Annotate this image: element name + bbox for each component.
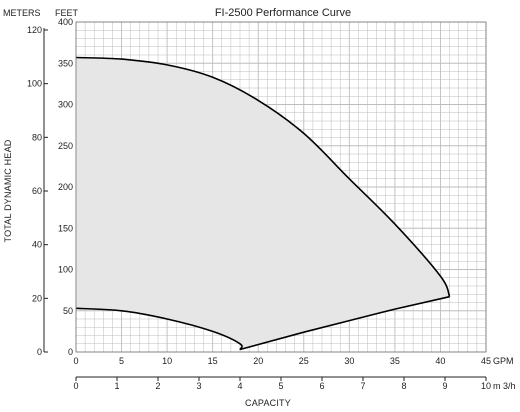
- m3h-tick-label: 10: [481, 381, 491, 391]
- meters-tick-label: 60: [32, 186, 42, 196]
- feet-tick-label: 200: [58, 182, 73, 192]
- m3h-unit-label: m 3/h: [493, 381, 516, 391]
- meters-tick-label: 40: [32, 240, 42, 250]
- gpm-tick-label: 40: [435, 356, 445, 366]
- m3h-tick-label: 6: [319, 381, 324, 391]
- chart-title: FI-2500 Performance Curve: [215, 7, 351, 19]
- m3h-tick-label: 7: [360, 381, 365, 391]
- m3h-tick-label: 4: [237, 381, 242, 391]
- m3h-tick-label: 8: [401, 381, 406, 391]
- gpm-unit-label: GPM: [493, 356, 514, 366]
- feet-tick-label: 350: [58, 58, 73, 68]
- m3h-axis: 0 1 2 3 4 5 6 7 8 9 10: [73, 377, 491, 391]
- meters-axis: 0 20 40 60 80 100 120: [27, 25, 48, 357]
- meters-tick-label: 100: [27, 79, 42, 89]
- y-axis-title: TOTAL DYNAMIC HEAD: [3, 139, 13, 242]
- gpm-tick-label: 10: [162, 356, 172, 366]
- gpm-tick-label: 30: [344, 356, 354, 366]
- m3h-tick-label: 2: [155, 381, 160, 391]
- m3h-tick-label: 3: [196, 381, 201, 391]
- feet-tick-label: 0: [68, 347, 73, 357]
- gpm-tick-label: 0: [73, 356, 78, 366]
- x-axis-title: CAPACITY: [245, 398, 291, 408]
- runout-curve: [239, 295, 450, 351]
- gpm-tick-label: 20: [253, 356, 263, 366]
- feet-tick-label: 300: [58, 100, 73, 110]
- min-head-curve: [75, 307, 243, 350]
- feet-unit-label: FEET: [55, 8, 79, 18]
- feet-axis: 0 50 100 150 200 250 300 350 400: [58, 17, 73, 357]
- meters-unit-label: METERS: [3, 8, 41, 18]
- max-head-curve: [75, 56, 451, 298]
- meters-tick-label: 0: [37, 347, 42, 357]
- feet-tick-label: 100: [58, 265, 73, 275]
- plot-border: [75, 21, 487, 353]
- performance-curves: [75, 56, 451, 351]
- feet-tick-label: 250: [58, 141, 73, 151]
- gpm-tick-label: 15: [208, 356, 218, 366]
- operating-area-fill: [76, 57, 450, 350]
- meters-tick-label: 120: [27, 25, 42, 35]
- m3h-tick-label: 9: [442, 381, 447, 391]
- meters-tick-label: 20: [32, 293, 42, 303]
- meters-tick-label: 80: [32, 132, 42, 142]
- gpm-tick-label: 45: [481, 356, 491, 366]
- gpm-tick-label: 35: [390, 356, 400, 366]
- m3h-tick-label: 5: [278, 381, 283, 391]
- gpm-tick-label: 5: [119, 356, 124, 366]
- m3h-tick-label: 1: [114, 381, 119, 391]
- gpm-tick-label: 25: [299, 356, 309, 366]
- feet-tick-label: 50: [63, 306, 73, 316]
- gpm-axis: 0 5 10 15 20 25 30 35 40 45: [73, 356, 491, 366]
- feet-tick-label: 400: [58, 17, 73, 27]
- m3h-tick-label: 0: [73, 381, 78, 391]
- feet-tick-label: 150: [58, 223, 73, 233]
